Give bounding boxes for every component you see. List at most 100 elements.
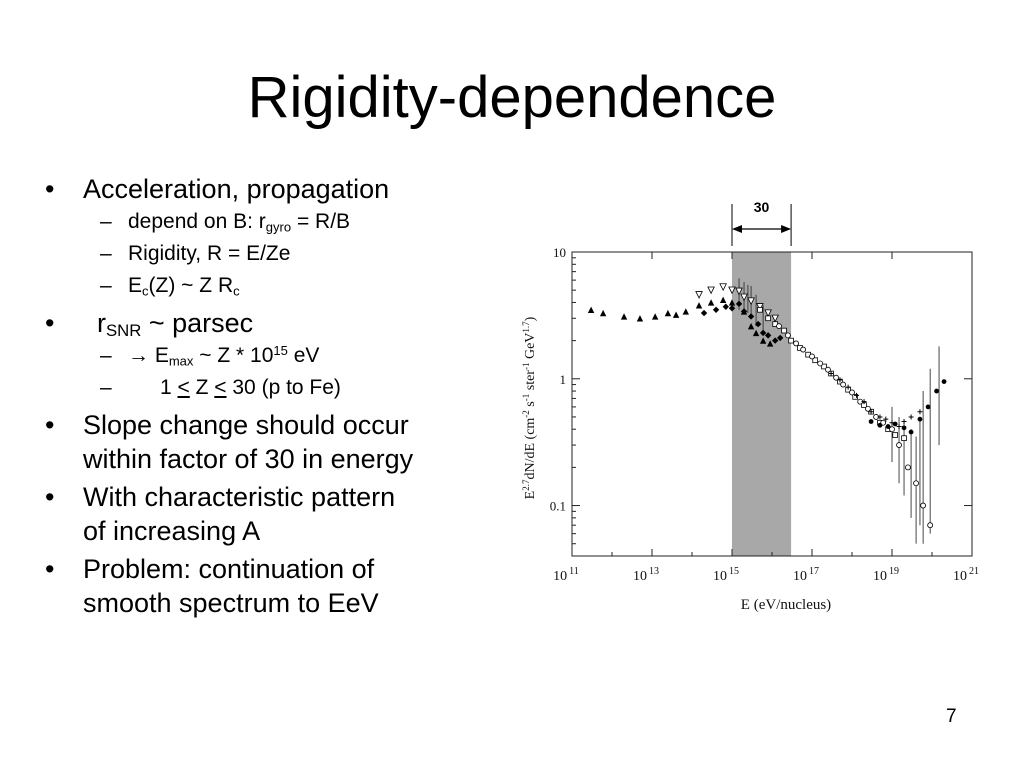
data-point: [740, 308, 748, 315]
data-point: [896, 424, 902, 430]
data-point: [812, 357, 818, 364]
data-point: [707, 286, 715, 295]
data-point: [901, 419, 907, 425]
bullet-item: • Acceleration, propagation: [45, 172, 515, 206]
data-point: [599, 309, 607, 317]
data-point: [920, 502, 927, 509]
data-point: [700, 309, 708, 317]
bullet-marker: •: [45, 308, 55, 338]
energy-band: [732, 252, 792, 556]
data-point: [759, 337, 767, 344]
data-point: [764, 309, 772, 318]
data-point: [793, 340, 799, 347]
bullet-text: Slope change should occur: [83, 410, 409, 440]
bullet-text: With characteristic pattern: [83, 482, 396, 512]
data-point: [892, 421, 898, 427]
bullet-marker: •: [45, 554, 55, 584]
x-tick-label: 10 19: [873, 566, 899, 584]
data-point: [728, 305, 736, 312]
bracket-arrow-right: [781, 225, 792, 233]
data-point: [917, 409, 923, 415]
bullet-item: • rSNR ~ parsec: [45, 306, 515, 340]
data-point: [785, 332, 791, 339]
sub-bullet-item: – depend on B: rgyro = R/B: [45, 206, 515, 238]
data-point: [719, 296, 727, 303]
data-point: [735, 287, 743, 296]
dash-marker: –: [100, 242, 112, 265]
bracket-arrow-left: [732, 225, 742, 233]
data-point: [889, 426, 895, 433]
data-point: [682, 308, 690, 315]
bullet-item: • With characteristic pattern: [45, 480, 515, 514]
data-point: [728, 299, 736, 306]
data-point: [837, 377, 843, 383]
sub-bullet-item: – Rigidity, R = E/Ze: [45, 238, 515, 270]
arrow-icon: →: [128, 344, 149, 367]
data-point: [845, 384, 851, 390]
data-point: [765, 315, 771, 322]
data-point: [885, 424, 891, 429]
dash-marker: –: [100, 344, 112, 367]
data-point: [747, 322, 755, 330]
bullet-text: within factor of 30 in energy: [83, 444, 414, 474]
data-point: [722, 303, 730, 310]
data-point: [854, 392, 860, 398]
data-point: [587, 306, 595, 314]
data-point: [828, 371, 834, 377]
data-point: [901, 425, 907, 431]
data-point: [800, 346, 807, 353]
dash-marker: –: [100, 376, 112, 399]
data-point: [766, 340, 774, 347]
data-point: [776, 323, 782, 330]
bullet-text: Acceleration, propagation: [83, 174, 390, 204]
data-point: [809, 353, 815, 360]
bullet-text: of increasing A: [83, 516, 261, 546]
bullet-continuation: of increasing A: [45, 514, 515, 548]
data-point: [825, 366, 831, 373]
bullet-item: • Slope change should occur: [45, 408, 515, 442]
data-point: [892, 432, 898, 438]
x-tick-label: 10 21: [953, 566, 979, 584]
data-point: [788, 337, 794, 344]
data-point: [934, 388, 939, 394]
data-point: [757, 307, 763, 313]
sub-bullet-text: 1 < Z < 30 (p to Fe): [160, 376, 341, 399]
data-point: [901, 435, 907, 441]
x-tick-label: 10 13: [633, 566, 659, 584]
dash-marker: –: [100, 274, 112, 297]
sub-bullet-text: Ec(Z) ~ Z Rc: [128, 274, 240, 299]
data-point: [905, 464, 911, 471]
slide-number: 7: [946, 706, 957, 727]
data-point: [672, 311, 680, 318]
data-point: [877, 414, 883, 420]
data-point: [712, 306, 720, 314]
data-point: [868, 419, 874, 424]
bullet-continuation: smooth spectrum to EeV: [45, 586, 515, 620]
data-point: [695, 291, 703, 299]
x-tick-label: 10 15: [713, 566, 739, 584]
data-point: [913, 480, 919, 487]
sub-bullet-item: – → Emax ~ Z * 1015 eV: [45, 340, 515, 372]
data-point: [908, 414, 914, 420]
data-point: [849, 389, 855, 396]
x-axis-label: E (eV/nucleus): [741, 597, 831, 613]
bullet-marker: •: [45, 410, 55, 440]
data-point: [883, 416, 889, 422]
data-point: [941, 379, 947, 384]
y-tick-label: 1: [560, 372, 567, 387]
slide-title: Rigidity-dependence: [247, 65, 777, 130]
data-point: [776, 334, 784, 342]
bullet-list: • Acceleration, propagation – depend on …: [45, 172, 515, 620]
x-tick-label: 10 11: [553, 566, 579, 584]
y-tick-label: 10: [553, 245, 566, 260]
bullet-text: rSNR ~ parsec: [97, 308, 254, 341]
data-point: [861, 399, 867, 405]
data-point: [908, 429, 914, 435]
data-point: [747, 313, 755, 320]
data-point: [817, 360, 824, 367]
data-point: [927, 522, 934, 529]
data-point: [735, 300, 743, 308]
data-point: [728, 286, 736, 295]
bullet-marker: •: [45, 174, 55, 204]
